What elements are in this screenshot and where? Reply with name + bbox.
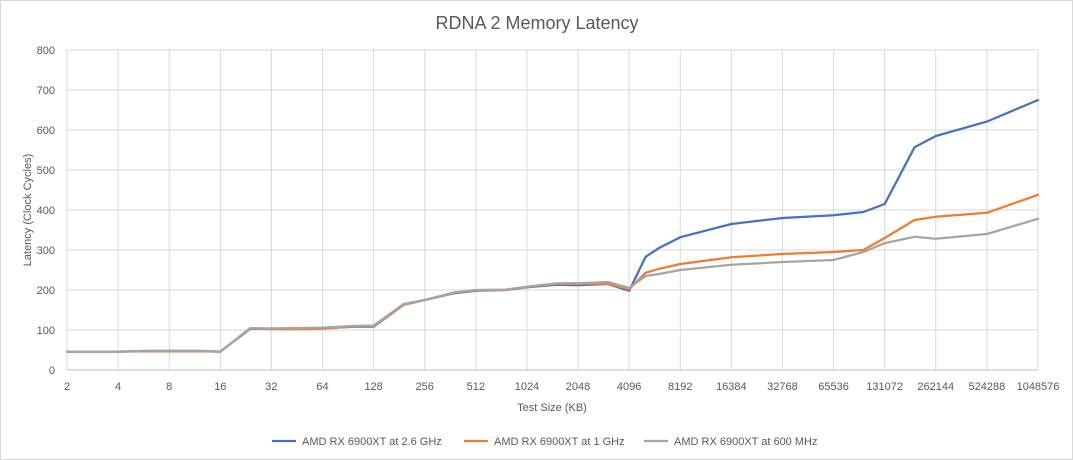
x-tick-label: 2048: [566, 381, 590, 393]
x-tick-label: 512: [467, 381, 485, 393]
legend: AMD RX 6900XT at 2.6 GHz AMD RX 6900XT at…: [272, 436, 817, 448]
x-tick-label: 131072: [866, 381, 903, 393]
series-lines: [65, 98, 1040, 353]
legend-entry-label: AMD RX 6900XT at 1 GHz: [494, 436, 625, 448]
x-tick-label: 65536: [818, 381, 849, 393]
x-tick-label: 4096: [617, 381, 641, 393]
y-tick-label: 0: [49, 365, 55, 377]
x-tick-label: 8: [166, 381, 172, 393]
y-tick-label: 200: [37, 285, 55, 297]
y-tick-label: 500: [37, 165, 55, 177]
x-tick-label: 32768: [767, 381, 798, 393]
series-line-1: [65, 98, 1040, 353]
x-tick-label: 4: [115, 381, 121, 393]
y-tick-label: 400: [37, 205, 55, 217]
y-tick-label: 600: [37, 125, 55, 137]
chart-title: RDNA 2 Memory Latency: [435, 13, 638, 33]
y-axis-ticks: 0 100 200 300 400 500 600 700 800: [37, 45, 55, 377]
x-tick-label: 128: [364, 381, 382, 393]
series-line-3: [65, 217, 1040, 353]
x-tick-label: 64: [316, 381, 328, 393]
gridlines: [66, 49, 1039, 371]
x-tick-label: 8192: [668, 381, 692, 393]
x-tick-label: 256: [416, 381, 434, 393]
y-tick-label: 100: [37, 325, 55, 337]
x-tick-label: 1024: [515, 381, 539, 393]
y-tick-label: 800: [37, 45, 55, 57]
x-tick-label: 16: [214, 381, 226, 393]
x-tick-label: 1048576: [1017, 381, 1060, 393]
legend-entry-label: AMD RX 6900XT at 600 MHz: [674, 436, 817, 448]
y-axis-label: Latency (Clock Cycles): [22, 154, 34, 266]
x-tick-label: 32: [265, 381, 277, 393]
x-axis-ticks: 2 4 8 16 32 64 128 256 512 1024 2048 4096 8192 16384 3…: [64, 381, 1059, 393]
x-tick-label: 2: [64, 381, 70, 393]
x-tick-label: 262144: [917, 381, 954, 393]
y-tick-label: 700: [37, 85, 55, 97]
series-line-2: [65, 193, 1040, 353]
x-tick-label: 16384: [716, 381, 747, 393]
x-axis-label: Test Size (KB): [517, 402, 587, 414]
legend-entry-label: AMD RX 6900XT at 2.6 GHz: [302, 436, 442, 448]
x-tick-label: 524288: [969, 381, 1006, 393]
y-tick-label: 300: [37, 245, 55, 257]
